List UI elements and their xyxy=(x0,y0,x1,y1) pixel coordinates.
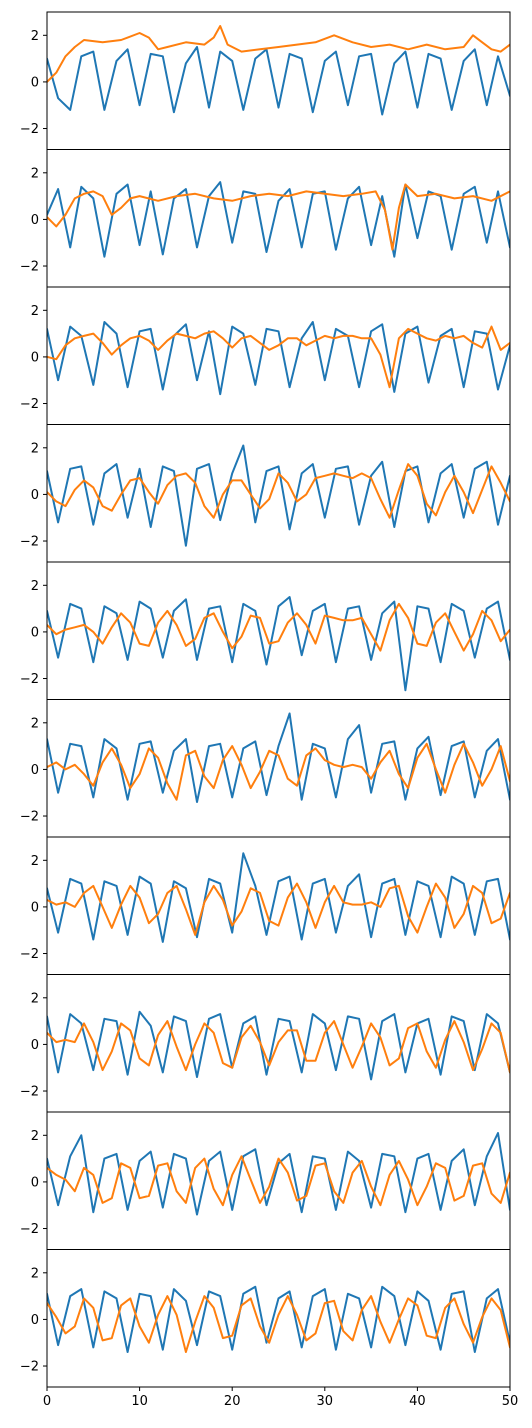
x-tick-label: 20 xyxy=(224,1394,241,1409)
y-tick-label: 2 xyxy=(31,716,39,731)
y-tick-label: −2 xyxy=(20,1360,39,1375)
y-tick-label: 2 xyxy=(31,441,39,456)
y-tick-label: 2 xyxy=(31,579,39,594)
series-line-blue xyxy=(47,596,510,692)
series-line-blue xyxy=(47,852,510,943)
series-line-blue xyxy=(47,321,510,396)
x-tick-label: 10 xyxy=(131,1394,148,1409)
series-line-orange xyxy=(47,742,510,801)
x-tick-label: 50 xyxy=(502,1394,519,1409)
y-tick-label: 0 xyxy=(31,1313,39,1328)
series-line-blue xyxy=(47,712,510,803)
series-line-blue xyxy=(47,1010,510,1081)
series-line-orange xyxy=(47,882,510,936)
y-tick-label: 2 xyxy=(31,1266,39,1281)
series-line-orange xyxy=(47,1295,510,1353)
y-tick-label: −2 xyxy=(20,1222,39,1237)
y-tick-label: −2 xyxy=(20,947,39,962)
y-tick-label: 2 xyxy=(31,166,39,181)
panel-10: −2 0 2 xyxy=(20,1249,511,1388)
series-line-orange xyxy=(47,602,510,652)
x-axis: 0 10 20 30 40 50 xyxy=(43,1387,518,1409)
x-tick-label: 0 xyxy=(43,1394,51,1409)
y-tick-label: −2 xyxy=(20,810,39,825)
panel-2: −2 0 2 xyxy=(20,149,511,288)
y-tick-label: 0 xyxy=(31,1038,39,1053)
y-tick-label: 2 xyxy=(31,991,39,1006)
series-line-blue xyxy=(47,444,510,547)
panel-4: −2 0 2 xyxy=(20,424,511,563)
y-tick-label: −2 xyxy=(20,535,39,550)
series-line-blue xyxy=(47,181,510,258)
panel-stack: −2 0 2 −2 0 2 −2 0 2 −2 0 2 −2 0 2 −2 0 2 −2 0 2 −2 0 2 −2 0 2 −2 0 2 xyxy=(20,11,511,1388)
y-tick-label: 0 xyxy=(31,350,39,365)
y-tick-label: 2 xyxy=(31,1129,39,1144)
y-tick-label: 0 xyxy=(31,763,39,778)
y-tick-label: −2 xyxy=(20,672,39,687)
series-line-orange xyxy=(47,25,510,83)
y-tick-label: −2 xyxy=(20,1085,39,1100)
y-tick-label: −2 xyxy=(20,260,39,275)
y-tick-label: 2 xyxy=(31,29,39,44)
panel-frame xyxy=(46,1249,511,1388)
y-tick-label: −2 xyxy=(20,397,39,412)
panel-3: −2 0 2 xyxy=(20,286,511,425)
x-tick-label: 40 xyxy=(409,1394,426,1409)
series-line-orange xyxy=(47,1155,510,1207)
series-line-orange xyxy=(47,183,510,251)
series-line-blue xyxy=(47,1285,510,1353)
y-tick-label: 0 xyxy=(31,213,39,228)
y-tick-label: 0 xyxy=(31,625,39,640)
y-tick-label: 0 xyxy=(31,75,39,90)
y-tick-label: 2 xyxy=(31,854,39,869)
y-tick-label: 0 xyxy=(31,1175,39,1190)
y-tick-label: −2 xyxy=(20,122,39,137)
series-line-orange xyxy=(47,325,510,389)
y-tick-label: 0 xyxy=(31,488,39,503)
y-tick-label: 0 xyxy=(31,900,39,915)
series-line-orange xyxy=(47,1020,510,1074)
series-line-blue xyxy=(47,46,510,116)
x-tick-label: 30 xyxy=(317,1394,334,1409)
series-line-orange xyxy=(47,463,510,519)
panel-7: −2 0 2 xyxy=(20,836,511,975)
y-tick-label: 2 xyxy=(31,304,39,319)
